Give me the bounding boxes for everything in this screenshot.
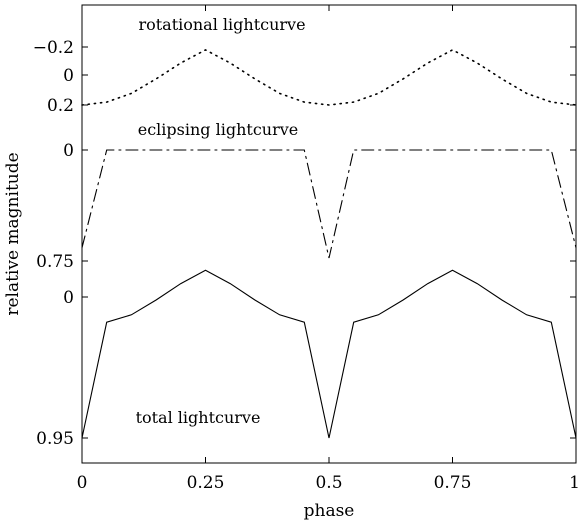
y-tick-label: 0 xyxy=(63,288,74,308)
y-tick-label: −0.2 xyxy=(33,38,74,58)
panel-label-3: total lightcurve xyxy=(136,408,261,427)
x-tick-label: 0 xyxy=(77,473,88,493)
panel-label-2: eclipsing lightcurve xyxy=(138,120,299,139)
curves-layer xyxy=(81,48,577,439)
series-line-3 xyxy=(81,269,577,439)
x-tick-label: 0.5 xyxy=(315,473,342,493)
x-tick-label: 0.25 xyxy=(187,473,225,493)
x-tick-label: 0.75 xyxy=(434,473,472,493)
y-axis-label: relative magnitude xyxy=(3,152,23,315)
series-line-1 xyxy=(81,48,577,106)
y-tick-label: 0.2 xyxy=(47,96,74,116)
x-axis-label: phase xyxy=(304,501,355,521)
x-tick-label: 1 xyxy=(569,473,580,493)
series-line-2 xyxy=(81,149,577,259)
y-tick-label: 0.75 xyxy=(36,252,74,272)
ticks-layer xyxy=(81,5,577,463)
plot-frame xyxy=(81,4,577,464)
panel-label-1: rotational lightcurve xyxy=(138,15,305,34)
y-tick-label: 0 xyxy=(63,66,74,86)
y-tick-label: 0 xyxy=(63,141,74,161)
labels-layer: rotational lightcurve −0.2 0 0.2 eclipsing l… xyxy=(33,15,580,493)
y-tick-label: 0.95 xyxy=(36,429,74,449)
